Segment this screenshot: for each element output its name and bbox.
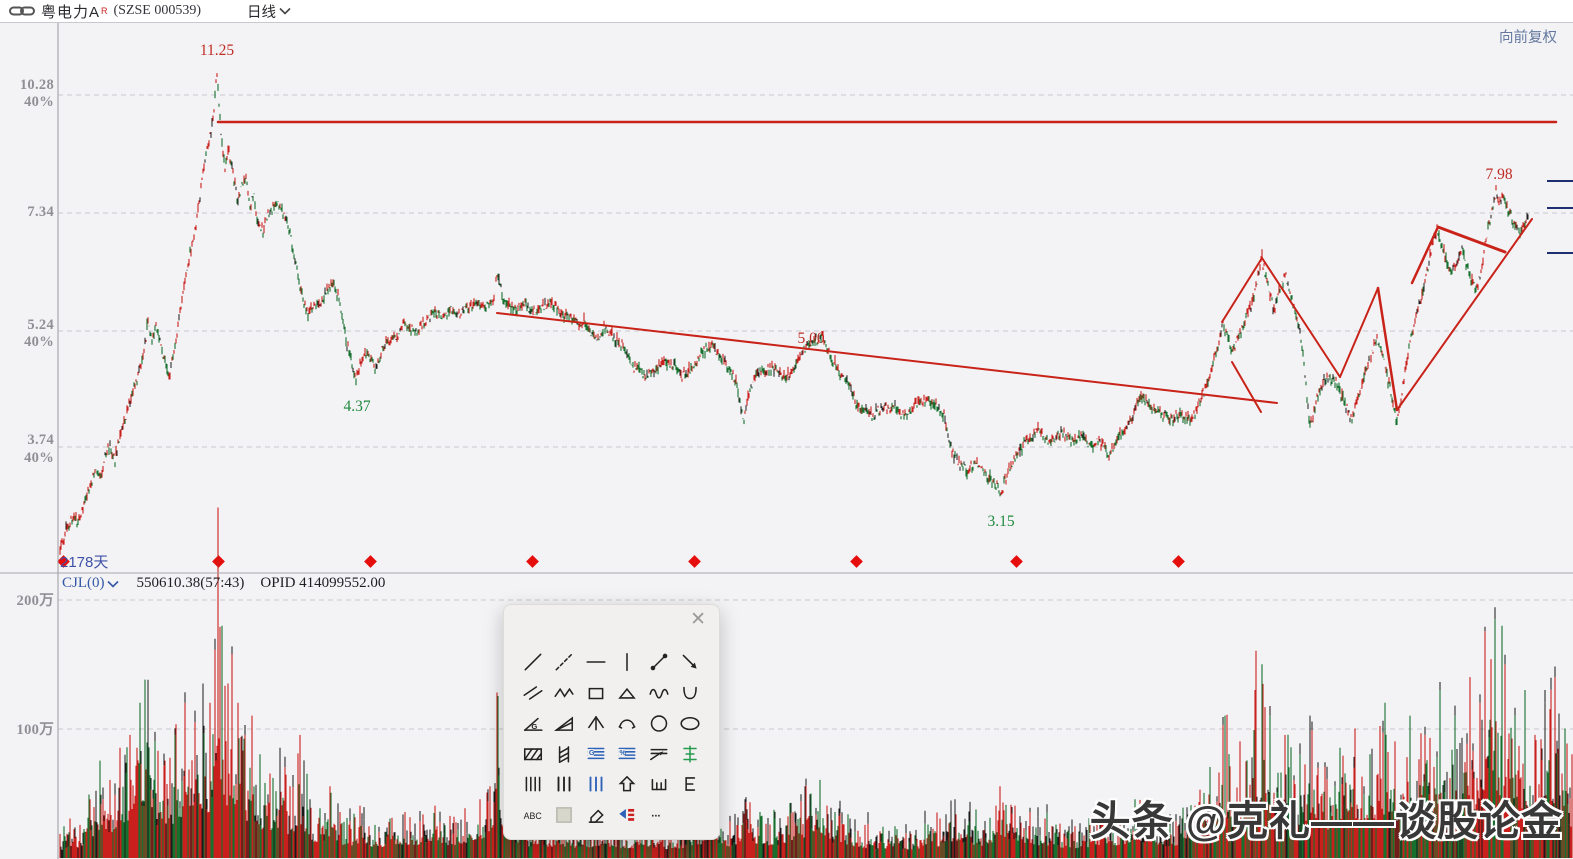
- tool-vertical-line-icon[interactable]: [612, 647, 644, 678]
- tool-ellipse-tool-icon[interactable]: [675, 708, 707, 739]
- volume-opid: OPID 414099552.00: [260, 575, 386, 591]
- tool-hatch-vchannel-icon[interactable]: [549, 739, 581, 770]
- volume-indicator-selector[interactable]: CJL(0): [62, 575, 105, 591]
- price-axis-label: 40%: [24, 94, 54, 110]
- volume-header: CJL(0) 550610.38(57:43) OPID 414099552.0…: [62, 575, 385, 592]
- tool-vlines-3-blue-icon[interactable]: [580, 769, 612, 800]
- tool-comb-icon[interactable]: [643, 769, 675, 800]
- price-axis-label: 7.34: [27, 204, 54, 220]
- price-axis-label: 5.24: [27, 317, 54, 333]
- trend-line[interactable]: [1396, 218, 1533, 411]
- trend-line[interactable]: [1261, 257, 1341, 378]
- tool-arrow-line-icon[interactable]: [675, 647, 707, 678]
- tool-indicator-tool-icon[interactable]: [612, 800, 644, 831]
- svg-text:ABC: ABC: [523, 811, 542, 821]
- price-axis-label: 40%: [24, 450, 54, 466]
- volume-value: 550610.38(57:43): [136, 575, 245, 591]
- tool-gann-angle-icon[interactable]: G: [517, 708, 549, 739]
- adjust-mode-label[interactable]: 向前复权: [1499, 30, 1557, 46]
- period-selector[interactable]: 日线: [247, 1, 291, 22]
- tool-horizontal-line-icon[interactable]: [580, 647, 612, 678]
- tool-more-tools-icon[interactable]: ...: [643, 800, 675, 831]
- tool-pitchfork-icon[interactable]: [580, 708, 612, 739]
- trend-line[interactable]: [1410, 225, 1440, 285]
- stock-name: 粤电力A: [41, 3, 101, 21]
- price-axis-label: 40%: [24, 334, 54, 350]
- tool-angle-triangle-icon[interactable]: [549, 708, 581, 739]
- close-icon[interactable]: ✕: [690, 609, 706, 630]
- tool-percent-lines-icon[interactable]: %: [612, 739, 644, 770]
- tool-fib-time-icon[interactable]: [675, 739, 707, 770]
- tool-color-swatch-icon[interactable]: [549, 800, 581, 831]
- period-label: 日线: [247, 4, 277, 21]
- price-axis-label: 10.28: [19, 77, 54, 93]
- chevron-down-icon: [106, 580, 119, 588]
- drawing-tools-palette: ✕ G G% ABC...: [503, 604, 720, 840]
- tool-triangle-icon[interactable]: [612, 678, 644, 709]
- volume-bars-down: [63, 619, 1569, 858]
- chevron-down-icon: [279, 7, 291, 15]
- tool-grid: G G% ABC...: [517, 647, 706, 830]
- tool-line-segment-icon[interactable]: [643, 647, 675, 678]
- stock-code: (SZSE 000539): [113, 3, 202, 18]
- tool-wave-line-icon[interactable]: [643, 678, 675, 709]
- price-annotation: 11.25: [199, 42, 235, 59]
- trend-line[interactable]: [1376, 286, 1399, 412]
- trend-line[interactable]: [496, 312, 1278, 404]
- watermark: 头条 @克礼——谈股论金: [1089, 798, 1563, 844]
- volume-bars-up: [59, 507, 1573, 858]
- tool-u-arc-icon[interactable]: [675, 678, 707, 709]
- candles-up: [59, 73, 1527, 555]
- tool-trend-line-dashed-icon[interactable]: [549, 647, 581, 678]
- right-edge-marker: [1547, 207, 1573, 209]
- svg-text:G: G: [531, 722, 537, 731]
- candles-neutral: [65, 118, 1529, 530]
- trend-line[interactable]: [1231, 361, 1262, 413]
- tool-gann-lines-icon[interactable]: G: [580, 739, 612, 770]
- title-bar: 粤电力A R (SZSE 000539) 日线: [0, 0, 1573, 23]
- tool-trend-line-icon[interactable]: [517, 647, 549, 678]
- tool-hatch-channel-icon[interactable]: [517, 739, 549, 770]
- price-axis-label: 3.74: [27, 432, 54, 448]
- trend-line[interactable]: [1436, 225, 1507, 254]
- price-annotation: 4.37: [343, 398, 371, 415]
- svg-text:G: G: [589, 749, 595, 757]
- tool-vlines-4-icon[interactable]: [517, 769, 549, 800]
- price-annotation: 7.98: [1485, 166, 1513, 183]
- tool-speed-lines-icon[interactable]: [643, 739, 675, 770]
- candles-down: [68, 83, 1526, 531]
- volume-axis-label: 200万: [16, 593, 54, 609]
- svg-text:%: %: [620, 749, 627, 757]
- tool-vlines-3-icon[interactable]: [549, 769, 581, 800]
- rights-flag: R: [101, 6, 108, 16]
- trend-line[interactable]: [1339, 287, 1379, 378]
- price-annotation: 3.15: [987, 513, 1015, 530]
- svg-text:...: ...: [651, 807, 660, 819]
- right-edge-marker: [1547, 180, 1573, 182]
- tool-text-tool-icon[interactable]: ABC: [517, 800, 549, 831]
- days-count-label: 2178天: [60, 554, 109, 571]
- right-edge-marker: [1547, 252, 1573, 254]
- tool-eraser-icon[interactable]: [580, 800, 612, 831]
- link-icon[interactable]: [9, 5, 35, 17]
- tool-e-tool-icon[interactable]: [675, 769, 707, 800]
- tool-circle-tool-icon[interactable]: [643, 708, 675, 739]
- tool-up-arrow-icon[interactable]: [612, 769, 644, 800]
- tool-arc-tool-icon[interactable]: [612, 708, 644, 739]
- volume-axis-label: 100万: [16, 722, 54, 738]
- trend-line[interactable]: [1221, 257, 1263, 323]
- tool-parallel-lines-icon[interactable]: [517, 678, 549, 709]
- volume-bars-neutral: [60, 679, 1570, 858]
- tool-rectangle-icon[interactable]: [580, 678, 612, 709]
- tool-zigzag-line-icon[interactable]: [549, 678, 581, 709]
